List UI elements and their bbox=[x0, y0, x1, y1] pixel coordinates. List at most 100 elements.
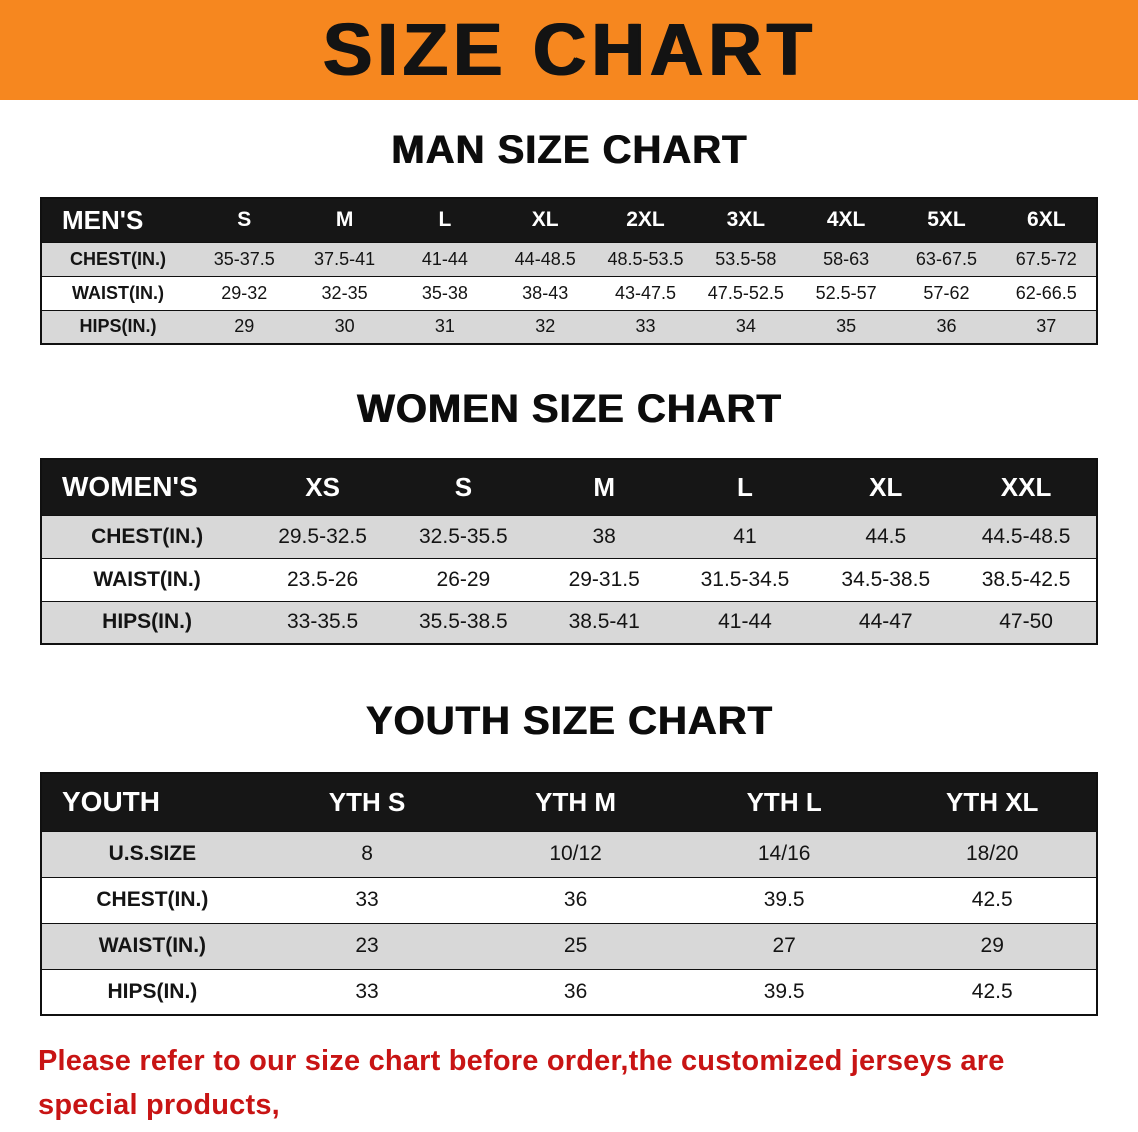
size-header-cell: XL bbox=[815, 459, 957, 515]
measure-value-cell: 29-32 bbox=[194, 275, 295, 310]
women-size-section: WOMEN SIZE CHART WOMEN'S XS S M L XL XXL CHEST(… bbox=[0, 387, 1138, 645]
banner-title: SIZE CHART bbox=[322, 8, 816, 91]
measure-value-cell: 27 bbox=[679, 922, 889, 969]
youth-size-section: YOUTH SIZE CHART YOUTH YTH S YTH M YTH L YTH… bbox=[0, 699, 1138, 1016]
table-title-cell: MEN'S bbox=[41, 198, 195, 242]
measure-label-cell: CHEST(IN.) bbox=[41, 876, 263, 923]
table-row: CHEST(IN.) 33 36 39.5 42.5 bbox=[41, 876, 1097, 923]
disclaimer-line-2: we don't accept cancel, change, teturn o… bbox=[38, 1127, 1100, 1132]
disclaimer-line-1: Please refer to our size chart before or… bbox=[38, 1045, 1005, 1121]
measure-value-cell: 33 bbox=[262, 876, 472, 923]
measure-value-cell: 32-35 bbox=[294, 275, 395, 310]
measure-value-cell: 25 bbox=[471, 922, 680, 969]
size-chart-banner: SIZE CHART bbox=[0, 0, 1138, 100]
order-disclaimer: Please refer to our size chart before or… bbox=[38, 1040, 1100, 1132]
size-header-cell: XL bbox=[495, 198, 596, 242]
measure-value-cell: 47.5-52.5 bbox=[695, 275, 796, 310]
size-header-cell: 4XL bbox=[795, 198, 897, 242]
size-header-cell: S bbox=[392, 459, 534, 515]
youth-section-heading: YOUTH SIZE CHART bbox=[365, 699, 773, 743]
measure-value-cell: 35-38 bbox=[394, 275, 496, 310]
measure-value-cell: 41-44 bbox=[674, 600, 816, 644]
measure-label-cell: CHEST(IN.) bbox=[41, 241, 195, 276]
measure-label-cell: U.S.SIZE bbox=[41, 830, 263, 877]
measure-value-cell: 53.5-58 bbox=[695, 241, 796, 276]
table-header-row: MEN'S S M L XL 2XL 3XL 4XL 5XL 6XL bbox=[41, 198, 1097, 242]
measure-value-cell: 29-31.5 bbox=[533, 557, 675, 601]
size-header-cell: XS bbox=[252, 459, 393, 515]
measure-value-cell: 62-66.5 bbox=[996, 275, 1097, 310]
measure-value-cell: 38.5-42.5 bbox=[956, 557, 1097, 601]
table-row: WAIST(IN.) 23 25 27 29 bbox=[41, 922, 1097, 969]
measure-label-cell: CHEST(IN.) bbox=[41, 514, 253, 558]
table-title-cell: WOMEN'S bbox=[41, 459, 253, 515]
size-header-cell: XXL bbox=[956, 459, 1097, 515]
measure-value-cell: 38-43 bbox=[495, 275, 596, 310]
table-row: HIPS(IN.) 33-35.5 35.5-38.5 38.5-41 41-44 44-… bbox=[41, 600, 1097, 644]
measure-value-cell: 38 bbox=[533, 514, 675, 558]
measure-value-cell: 33-35.5 bbox=[252, 600, 393, 644]
size-header-cell: YTH S bbox=[262, 773, 472, 831]
measure-value-cell: 33 bbox=[595, 309, 696, 344]
measure-value-cell: 39.5 bbox=[679, 876, 889, 923]
measure-label-cell: HIPS(IN.) bbox=[41, 600, 253, 644]
table-row: CHEST(IN.) 35-37.5 37.5-41 41-44 44-48.5 48.5… bbox=[41, 241, 1097, 276]
measure-value-cell: 41-44 bbox=[394, 241, 496, 276]
measure-label-cell: WAIST(IN.) bbox=[41, 557, 253, 601]
measure-value-cell: 29.5-32.5 bbox=[252, 514, 393, 558]
measure-value-cell: 47-50 bbox=[956, 600, 1097, 644]
size-header-cell: L bbox=[394, 198, 496, 242]
women-section-heading: WOMEN SIZE CHART bbox=[356, 387, 782, 431]
measure-label-cell: HIPS(IN.) bbox=[41, 968, 263, 1015]
measure-value-cell: 26-29 bbox=[392, 557, 534, 601]
measure-value-cell: 35-37.5 bbox=[194, 241, 295, 276]
size-header-cell: 6XL bbox=[996, 198, 1097, 242]
size-header-cell: 3XL bbox=[695, 198, 796, 242]
table-header-row: YOUTH YTH S YTH M YTH L YTH XL bbox=[41, 773, 1097, 831]
measure-value-cell: 14/16 bbox=[679, 830, 889, 877]
measure-value-cell: 44.5-48.5 bbox=[956, 514, 1097, 558]
size-header-cell: 2XL bbox=[595, 198, 696, 242]
measure-value-cell: 42.5 bbox=[888, 968, 1097, 1015]
measure-value-cell: 35 bbox=[795, 309, 897, 344]
measure-value-cell: 29 bbox=[194, 309, 295, 344]
table-row: HIPS(IN.) 29 30 31 32 33 34 35 36 37 bbox=[41, 309, 1097, 344]
youth-size-table: YOUTH YTH S YTH M YTH L YTH XL U.S.SIZE 8 10/12… bbox=[40, 772, 1098, 1016]
mens-size-table: MEN'S S M L XL 2XL 3XL 4XL 5XL 6XL CHEST(IN.) 35-37… bbox=[40, 197, 1098, 345]
measure-value-cell: 23 bbox=[262, 922, 472, 969]
table-row: WAIST(IN.) 29-32 32-35 35-38 38-43 43-47.5 47.… bbox=[41, 275, 1097, 310]
measure-value-cell: 39.5 bbox=[679, 968, 889, 1015]
measure-value-cell: 36 bbox=[471, 968, 680, 1015]
measure-value-cell: 37.5-41 bbox=[294, 241, 395, 276]
size-header-cell: M bbox=[533, 459, 675, 515]
measure-value-cell: 37 bbox=[996, 309, 1097, 344]
measure-value-cell: 41 bbox=[674, 514, 816, 558]
table-row: HIPS(IN.) 33 36 39.5 42.5 bbox=[41, 968, 1097, 1015]
measure-value-cell: 48.5-53.5 bbox=[595, 241, 696, 276]
measure-value-cell: 58-63 bbox=[795, 241, 897, 276]
table-header-row: WOMEN'S XS S M L XL XXL bbox=[41, 459, 1097, 515]
measure-value-cell: 44-47 bbox=[815, 600, 957, 644]
men-section-heading: MAN SIZE CHART bbox=[390, 128, 748, 172]
measure-value-cell: 33 bbox=[262, 968, 472, 1015]
size-header-cell: 5XL bbox=[896, 198, 997, 242]
measure-value-cell: 35.5-38.5 bbox=[392, 600, 534, 644]
measure-value-cell: 18/20 bbox=[888, 830, 1097, 877]
measure-value-cell: 31.5-34.5 bbox=[674, 557, 816, 601]
size-header-cell: YTH M bbox=[471, 773, 680, 831]
measure-value-cell: 36 bbox=[471, 876, 680, 923]
measure-value-cell: 32 bbox=[495, 309, 596, 344]
measure-value-cell: 8 bbox=[262, 830, 472, 877]
measure-value-cell: 57-62 bbox=[896, 275, 997, 310]
measure-value-cell: 42.5 bbox=[888, 876, 1097, 923]
measure-value-cell: 52.5-57 bbox=[795, 275, 897, 310]
men-size-section: MAN SIZE CHART MEN'S S M L XL 2XL 3XL 4XL 5XL 6XL… bbox=[0, 128, 1138, 345]
size-header-cell: YTH L bbox=[679, 773, 889, 831]
size-header-cell: S bbox=[194, 198, 295, 242]
measure-value-cell: 43-47.5 bbox=[595, 275, 696, 310]
size-header-cell: L bbox=[674, 459, 816, 515]
measure-value-cell: 67.5-72 bbox=[996, 241, 1097, 276]
measure-value-cell: 31 bbox=[394, 309, 496, 344]
measure-value-cell: 34.5-38.5 bbox=[815, 557, 957, 601]
womens-size-table: WOMEN'S XS S M L XL XXL CHEST(IN.) 29.5-32.5 32.5… bbox=[40, 458, 1098, 645]
